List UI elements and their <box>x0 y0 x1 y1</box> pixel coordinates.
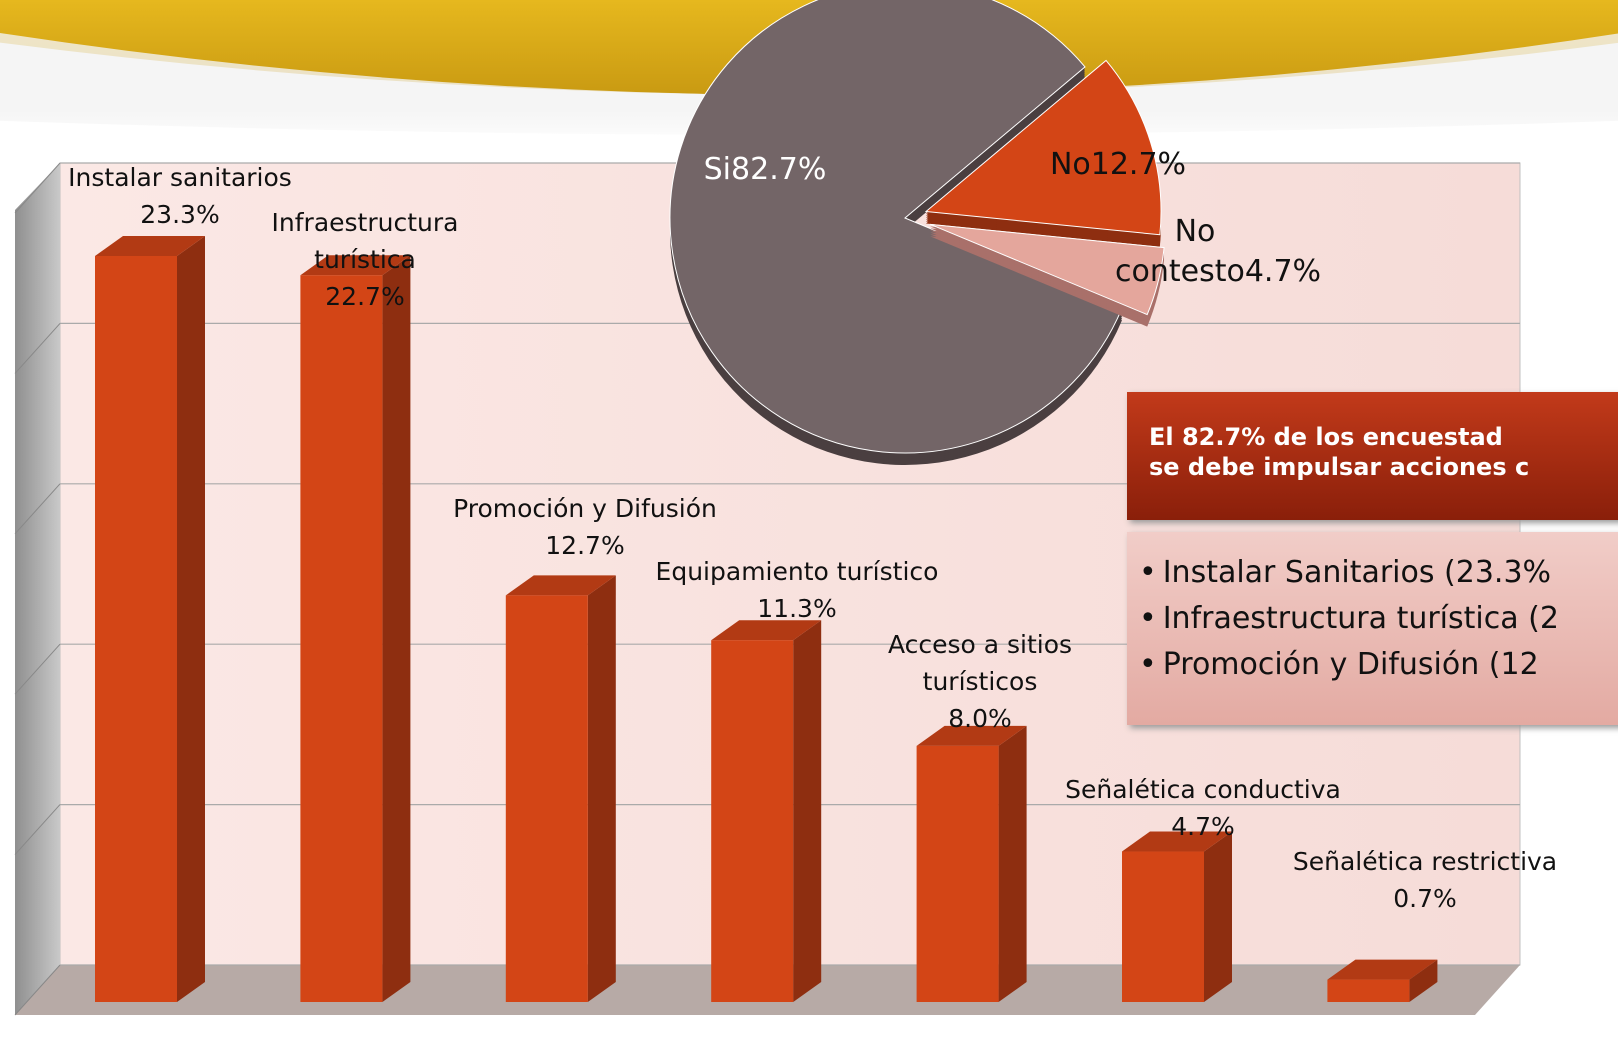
bar-side <box>998 725 1027 1002</box>
pie-slice <box>924 59 1162 236</box>
callout-heading: El 82.7% de los encuestad se debe impulsa… <box>1127 392 1618 520</box>
category-label: Si <box>703 152 732 187</box>
bullet-text: Infraestructura turística (2 <box>1162 601 1559 636</box>
bar-side <box>177 236 205 1002</box>
bar-label: Señalética conductiva 4.7% <box>1043 771 1363 845</box>
value-label: 23.3% <box>140 200 220 229</box>
bar-top <box>1122 831 1232 852</box>
value-label: 0.7% <box>1393 883 1457 913</box>
bar-top <box>505 575 616 596</box>
bar-top <box>916 725 1027 746</box>
pie-label: No12.7% <box>1038 145 1198 185</box>
callout-bullets: • Instalar Sanitarios (23.3% • Infraestruct… <box>1127 532 1618 725</box>
value-label: 4.7% <box>1244 254 1322 289</box>
heading-line: El 82.7% de los encuestad <box>1149 423 1503 451</box>
bar-top <box>95 236 205 256</box>
category-label: No <box>1049 147 1091 182</box>
category-label: Acceso a sitios turísticos <box>887 629 1073 696</box>
category-label: Señalética restrictiva <box>1292 846 1558 876</box>
category-label: Equipamiento turístico <box>655 557 939 587</box>
value-label: 22.7% <box>325 282 405 312</box>
bar <box>1122 851 1204 1002</box>
bar-label: Instalar sanitarios 23.3% <box>45 159 315 233</box>
bullet-text: Promoción y Difusión (12 <box>1162 647 1539 682</box>
bullet: • Infraestructura turística (2 <box>1139 596 1618 642</box>
bar-label: Infraestructura turística 22.7% <box>250 204 480 315</box>
grid-line-side <box>14 643 61 695</box>
bar-label: Acceso a sitios turísticos 8.0% <box>865 626 1095 737</box>
value-label: 12.7% <box>1090 147 1187 182</box>
category-label: No contesto <box>1115 214 1245 289</box>
category-label: Infraestructura turística <box>271 208 459 275</box>
grid-line-side <box>14 162 61 214</box>
grid-line-side <box>14 483 61 535</box>
heading-line: se debe impulsar acciones c <box>1149 453 1530 481</box>
category-label: Promoción y Difusión <box>453 494 717 524</box>
bar-side <box>587 575 616 1002</box>
bullet: • Promoción y Difusión (12 <box>1139 642 1618 688</box>
bar-side <box>793 620 822 1002</box>
bullet-dot: • <box>1139 647 1157 682</box>
value-label: 12.7% <box>545 531 625 561</box>
pie-slice <box>669 0 1123 454</box>
banner-shadow <box>0 33 1618 135</box>
bar-top <box>300 255 411 276</box>
bar-label: Equipamiento turístico 11.3% <box>632 553 962 627</box>
bar-top <box>711 620 822 641</box>
bullet-text: Instalar Sanitarios (23.3% <box>1162 555 1552 590</box>
bar-side <box>1409 959 1438 1002</box>
grid-line-side <box>14 323 61 374</box>
bullet: • Instalar Sanitarios (23.3% <box>1139 550 1618 596</box>
pie-label: Si82.7% <box>685 150 845 190</box>
bar <box>916 745 999 1002</box>
pie-slice <box>930 223 1165 316</box>
value-label: 4.7% <box>1171 811 1235 841</box>
bullet-dot: • <box>1139 555 1157 590</box>
value-label: 11.3% <box>757 594 837 624</box>
bar <box>505 595 588 1002</box>
grid-line-side <box>14 964 61 1016</box>
bullet-dot: • <box>1139 601 1157 636</box>
value-label: 82.7% <box>731 152 827 187</box>
bar <box>1327 979 1410 1002</box>
grid-line-side <box>14 804 61 855</box>
value-label: 8.0% <box>948 703 1012 733</box>
bar-label: Señalética restrictiva 0.7% <box>1275 843 1575 917</box>
category-label: Señalética conductiva <box>1065 774 1341 804</box>
pie-label: No contesto4.7% <box>1115 212 1321 292</box>
category-label: Instalar sanitarios <box>68 163 292 192</box>
bar-label: Promoción y Difusión 12.7% <box>430 490 740 564</box>
bar <box>300 275 383 1002</box>
bar-side <box>382 255 411 1002</box>
bar <box>95 256 177 1002</box>
side-wall <box>15 163 60 1015</box>
bar <box>711 640 794 1002</box>
bar-side <box>1204 831 1232 1002</box>
bar-top <box>1327 959 1438 980</box>
